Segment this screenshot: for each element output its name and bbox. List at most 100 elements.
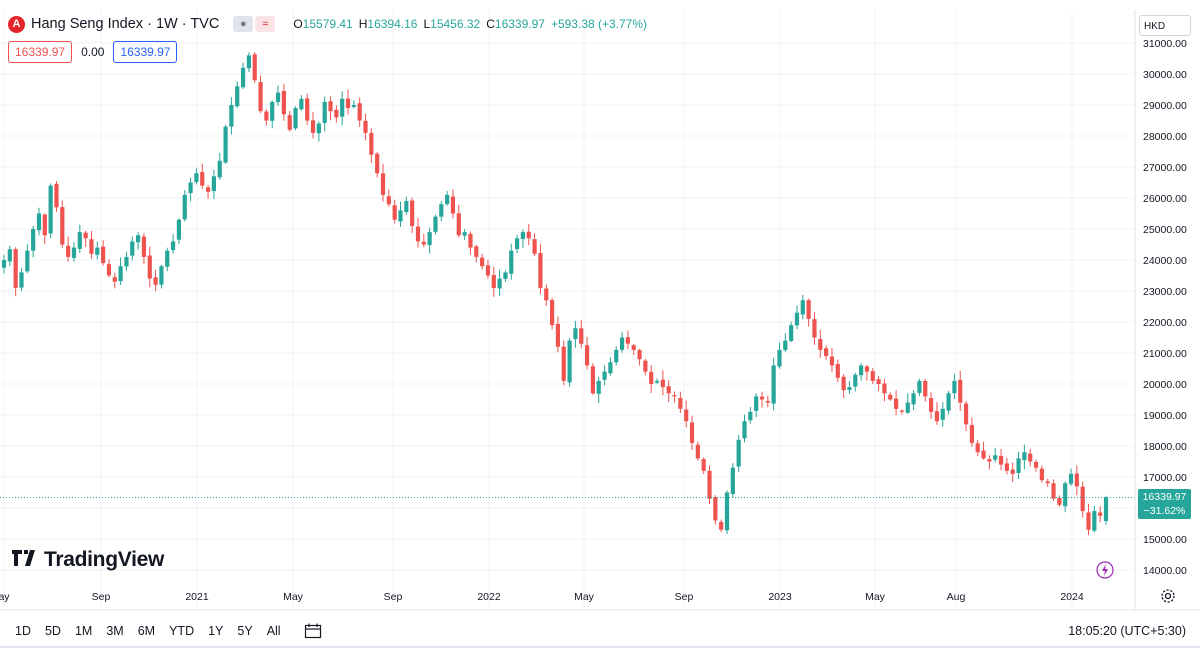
y-tick-label: 28000.00 (1143, 131, 1187, 143)
candle-body (445, 194, 450, 205)
candle-body (614, 349, 619, 363)
candle-body (888, 394, 893, 400)
candle-body (1022, 452, 1027, 461)
candle-body (1, 260, 7, 268)
candle-body (853, 374, 858, 387)
candle-body (765, 400, 770, 403)
candle-body (170, 241, 176, 251)
candle-body (270, 101, 275, 121)
candle-body (1051, 483, 1056, 499)
y-tick-label: 18000.00 (1143, 441, 1187, 453)
bid-price[interactable]: 16339.97 (8, 41, 73, 63)
range-1y[interactable]: 1Y (208, 624, 224, 638)
symbol-title[interactable]: Hang Seng Index · 1W · TVC (31, 16, 220, 32)
candle-body (106, 264, 112, 276)
candle-body (223, 126, 228, 163)
candle-body (928, 398, 934, 412)
close-label: C (486, 17, 495, 31)
candle-body (410, 200, 415, 226)
candle-body (608, 362, 613, 374)
close-value: 16339.97 (494, 17, 545, 31)
candle-body (748, 411, 753, 421)
candle-body (287, 115, 292, 130)
candle-body (800, 300, 805, 315)
candle-body (549, 300, 555, 326)
candle-body (695, 444, 700, 459)
candle-body (1092, 511, 1097, 531)
range-all[interactable]: All (266, 624, 281, 638)
candle-body (66, 245, 71, 257)
range-ytd[interactable]: YTD (169, 624, 195, 638)
candle-body (590, 366, 595, 394)
y-tick-label: 22000.00 (1143, 317, 1187, 329)
quote-row: 16339.97 0.00 16339.97 (8, 41, 178, 63)
candle-body (351, 105, 356, 107)
y-tick-label: 25000.00 (1143, 224, 1187, 236)
candle-body (584, 345, 590, 366)
candle-body (701, 459, 706, 471)
open-value: 15579.41 (302, 17, 353, 31)
candle-body (252, 54, 257, 81)
candle-body (334, 109, 339, 118)
candle-body (602, 371, 607, 380)
candle-body (433, 216, 438, 232)
candle-body (1057, 498, 1062, 505)
candle-body (101, 246, 106, 264)
candle-body (305, 98, 310, 121)
clock[interactable]: 18:05:20 (UTC+5:30) (1068, 624, 1186, 638)
eye-icon[interactable]: ● (233, 16, 254, 32)
range-1m[interactable]: 1M (74, 624, 93, 638)
candle-body (596, 380, 601, 394)
candle-body (141, 236, 147, 257)
candle-body (398, 210, 403, 222)
candle-body (1016, 458, 1021, 473)
candle-body (806, 300, 811, 319)
range-1d[interactable]: 1D (15, 624, 31, 638)
chart-grid (0, 10, 1135, 610)
candle-body (485, 265, 491, 276)
candle-body (847, 387, 852, 390)
candle-body (882, 383, 887, 394)
change-value: +593.38 (+3.77%) (550, 17, 648, 31)
range-3m[interactable]: 3M (106, 624, 124, 638)
candle-body (509, 250, 514, 274)
candle-body (561, 346, 566, 381)
candle-body (526, 231, 531, 239)
time-axis[interactable]: ay Sep 2021 May Sep 2022 May Sep 2023 May Aug 2024 (0, 591, 1084, 603)
low-label: L (423, 17, 431, 31)
candle-body (1086, 512, 1091, 530)
candle-body (136, 235, 141, 243)
candle-body (468, 233, 473, 248)
candle-body (77, 232, 82, 249)
candle-body (573, 328, 578, 340)
calendar-icon[interactable] (304, 623, 322, 639)
candle-body (83, 232, 88, 239)
candle-body (71, 247, 77, 258)
candle-body (316, 123, 321, 134)
x-tick-label: 2022 (477, 591, 501, 603)
candle-body (194, 173, 199, 183)
candle-body (205, 187, 211, 192)
candle-body (783, 340, 788, 351)
currency-selector[interactable]: HKD (1139, 15, 1191, 36)
range-5d[interactable]: 5D (44, 624, 61, 638)
last-price-change: −31.62% (1143, 505, 1186, 518)
candle-body (363, 120, 368, 133)
range-5y[interactable]: 5Y (237, 624, 253, 638)
candle-body (1004, 463, 1009, 471)
brand-name: TradingView (44, 548, 165, 571)
x-tick-label: May (574, 591, 595, 603)
range-6m[interactable]: 6M (137, 624, 156, 638)
y-tick-label: 19000.00 (1143, 410, 1187, 422)
candle-body (176, 219, 182, 240)
gear-icon[interactable] (1160, 588, 1176, 604)
y-tick-label: 27000.00 (1143, 162, 1187, 174)
candle-body (713, 497, 718, 521)
ask-price[interactable]: 16339.97 (113, 41, 178, 63)
candle-body (322, 101, 327, 123)
candle-body (870, 371, 875, 381)
flash-icon[interactable] (1096, 561, 1114, 579)
wave-icon[interactable]: ≈ (255, 16, 276, 32)
candle-body (660, 379, 665, 388)
